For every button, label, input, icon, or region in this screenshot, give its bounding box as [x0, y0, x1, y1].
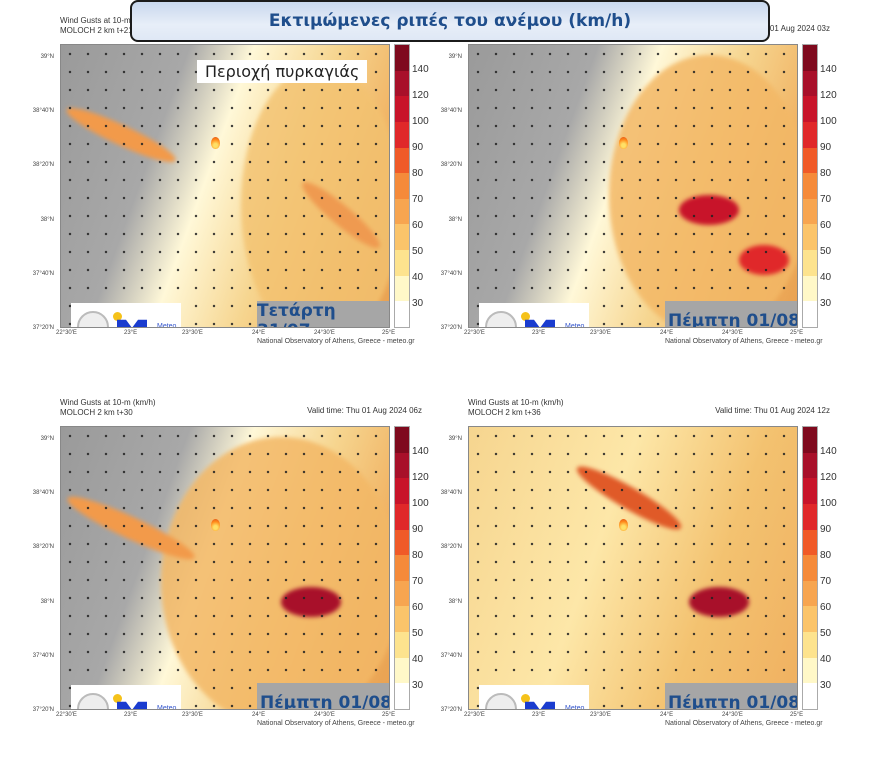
map-panel-3: Wind Gusts at 10-m (km/h) MOLOCH 2 km t+3… — [33, 388, 472, 758]
map-panel-4: Wind Gusts at 10-m (km/h) MOLOCH 2 km t+3… — [441, 388, 880, 758]
colorbar — [394, 44, 410, 328]
panel-header: Wind Gusts at 10-m (km/h) MOLOCH 2 km t+2… — [60, 16, 156, 35]
time-label: Τετάρτη 31/0721:00 — [257, 301, 389, 327]
credit: National Observatory of Athens, Greece -… — [257, 338, 415, 345]
wind-arrows — [61, 45, 389, 327]
wind-gust-map: Meteo Τετάρτη 31/0721:00 — [60, 44, 390, 328]
fire-icon — [211, 519, 220, 531]
meteo-logo-icon — [113, 312, 149, 327]
time-label: Πέμπτη 01/0815:00 — [665, 683, 797, 709]
map-panel-1: Wind Gusts at 10-m (km/h) MOLOCH 2 km t+2… — [33, 6, 472, 376]
time-label: Πέμπτη 01/0806:00 — [665, 301, 797, 327]
wind-gust-map: Meteo Πέμπτη 01/0806:00 — [468, 44, 798, 328]
map-panel-2: Valid time: Thu 01 Aug 2024 03z Meteo Πέ… — [441, 6, 880, 376]
time-label: Πέμπτη 01/0809:00 — [257, 683, 389, 709]
fire-icon — [619, 137, 628, 149]
fire-area-label: Περιοχή πυρκαγιάς — [197, 60, 368, 83]
fire-icon — [211, 137, 220, 149]
noa-seal-icon — [77, 311, 109, 327]
banner-title: Εκτιμώμενες ριπές του ανέμου (km/h) — [268, 11, 632, 31]
wind-gust-map: Meteo Πέμπτη 01/0809:00 — [60, 426, 390, 710]
title-banner: Εκτιμώμενες ριπές του ανέμου (km/h) — [130, 0, 770, 42]
fire-icon — [619, 519, 628, 531]
wind-gust-map: Meteo Πέμπτη 01/0815:00 — [468, 426, 798, 710]
logo-block: Meteo — [71, 303, 181, 327]
